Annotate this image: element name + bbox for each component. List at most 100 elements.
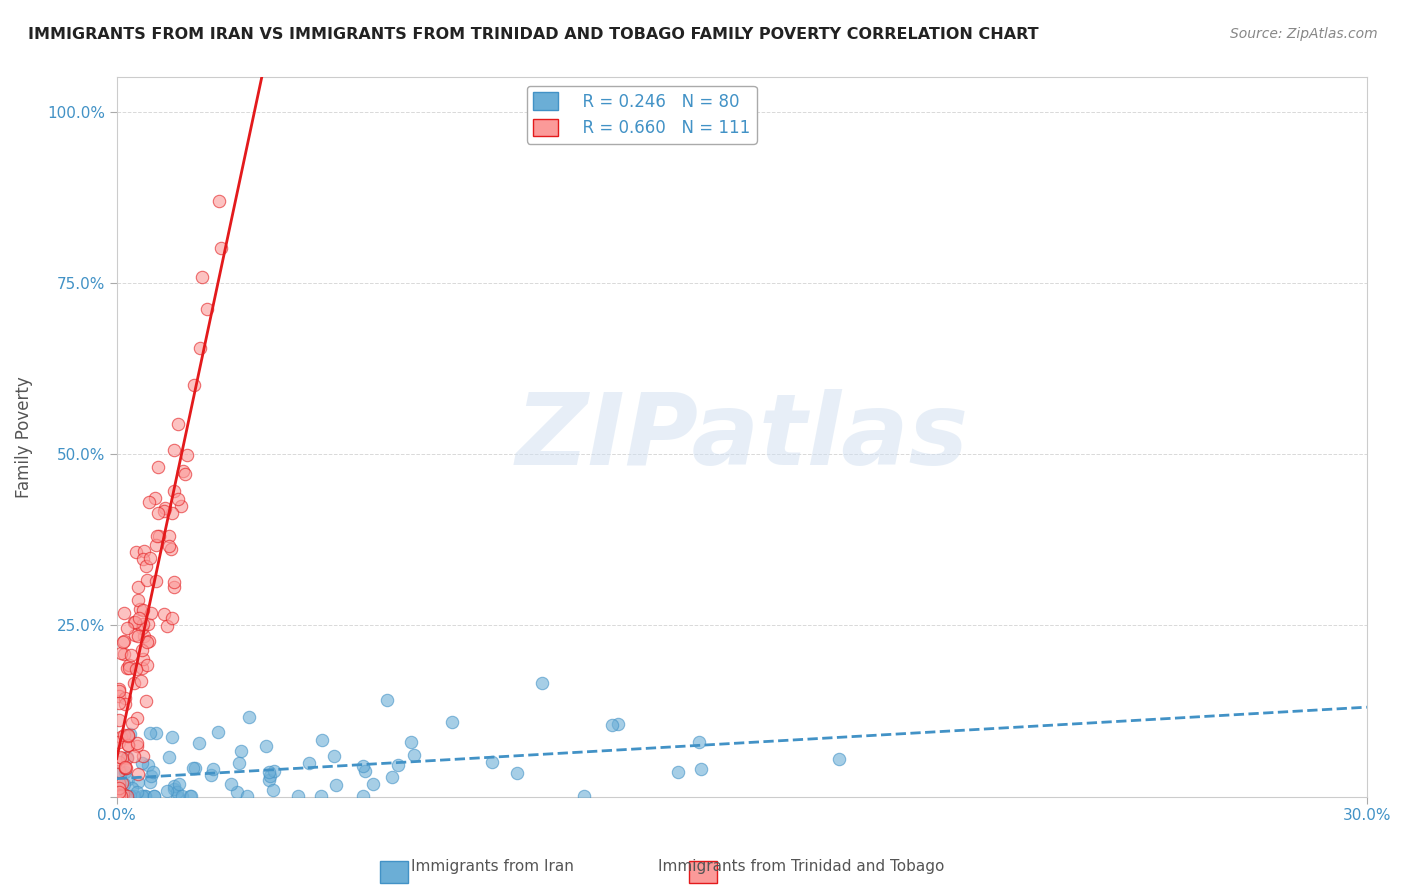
Immigrants from Iran — [481, 755, 503, 769]
Immigrants from Trinidad and Tobago — [172, 464, 194, 478]
Immigrants from Iran — [257, 772, 280, 787]
Immigrants from Iran — [262, 783, 284, 797]
Immigrants from Iran — [127, 774, 149, 789]
Immigrants from Trinidad and Tobago — [117, 738, 139, 752]
Immigrants from Trinidad and Tobago — [163, 483, 186, 498]
Immigrants from Trinidad and Tobago — [188, 341, 211, 355]
Immigrants from Trinidad and Tobago — [107, 690, 129, 704]
Immigrants from Trinidad and Tobago — [115, 761, 138, 775]
Immigrants from Iran — [121, 780, 143, 795]
Immigrants from Trinidad and Tobago — [208, 194, 231, 208]
Immigrants from Iran — [325, 778, 347, 792]
Immigrants from Trinidad and Tobago — [166, 492, 188, 507]
Immigrants from Iran — [142, 764, 165, 779]
Immigrants from Trinidad and Tobago — [108, 775, 131, 789]
Immigrants from Iran — [404, 747, 426, 762]
Immigrants from Iran — [219, 777, 242, 791]
Immigrants from Trinidad and Tobago — [110, 789, 132, 803]
Immigrants from Trinidad and Tobago — [115, 621, 138, 635]
Immigrants from Iran — [117, 772, 139, 787]
Immigrants from Trinidad and Tobago — [107, 755, 129, 769]
Immigrants from Trinidad and Tobago — [107, 684, 129, 698]
Immigrants from Trinidad and Tobago — [131, 617, 153, 632]
Immigrants from Iran — [828, 752, 851, 766]
Immigrants from Iran — [238, 710, 260, 724]
Immigrants from Trinidad and Tobago — [120, 648, 142, 662]
Immigrants from Iran — [607, 717, 630, 731]
Immigrants from Trinidad and Tobago — [167, 417, 190, 431]
Immigrants from Trinidad and Tobago — [117, 750, 139, 764]
Immigrants from Trinidad and Tobago — [112, 634, 135, 648]
Immigrants from Trinidad and Tobago — [108, 682, 131, 697]
Immigrants from Trinidad and Tobago — [108, 764, 131, 778]
Immigrants from Iran — [136, 758, 159, 772]
Immigrants from Trinidad and Tobago — [110, 647, 132, 661]
Immigrants from Trinidad and Tobago — [115, 660, 138, 674]
Immigrants from Iran — [689, 762, 711, 776]
Immigrants from Trinidad and Tobago — [160, 611, 183, 625]
Immigrants from Trinidad and Tobago — [114, 690, 136, 705]
Immigrants from Iran — [181, 761, 204, 775]
Immigrants from Trinidad and Tobago — [108, 713, 131, 727]
Immigrants from Iran — [167, 777, 190, 791]
Immigrants from Iran — [187, 736, 209, 750]
Legend:   R = 0.246   N = 80,   R = 0.660   N = 111: R = 0.246 N = 80, R = 0.660 N = 111 — [527, 86, 756, 144]
Immigrants from Trinidad and Tobago — [125, 661, 148, 675]
Immigrants from Trinidad and Tobago — [195, 301, 218, 316]
Immigrants from Iran — [163, 781, 186, 796]
Immigrants from Trinidad and Tobago — [163, 575, 186, 590]
Immigrants from Iran — [207, 724, 229, 739]
Immigrants from Trinidad and Tobago — [122, 615, 145, 630]
Immigrants from Iran — [127, 785, 149, 799]
Immigrants from Trinidad and Tobago — [143, 491, 166, 506]
Immigrants from Trinidad and Tobago — [136, 616, 159, 631]
Immigrants from Trinidad and Tobago — [127, 593, 149, 607]
Immigrants from Trinidad and Tobago — [122, 748, 145, 763]
Immigrants from Iran — [254, 739, 277, 753]
Immigrants from Iran — [263, 764, 285, 778]
Text: Source: ZipAtlas.com: Source: ZipAtlas.com — [1230, 27, 1378, 41]
Immigrants from Trinidad and Tobago — [153, 607, 176, 621]
Immigrants from Trinidad and Tobago — [132, 552, 155, 566]
Immigrants from Trinidad and Tobago — [135, 694, 157, 708]
Immigrants from Iran — [352, 789, 374, 803]
Immigrants from Trinidad and Tobago — [190, 270, 212, 285]
Immigrants from Iran — [122, 789, 145, 803]
Immigrants from Trinidad and Tobago — [131, 661, 153, 675]
Immigrants from Trinidad and Tobago — [183, 378, 205, 392]
Immigrants from Iran — [602, 717, 624, 731]
Immigrants from Trinidad and Tobago — [127, 629, 149, 643]
Immigrants from Trinidad and Tobago — [121, 715, 143, 730]
Immigrants from Iran — [110, 789, 132, 803]
Immigrants from Iran — [668, 765, 690, 780]
Immigrants from Trinidad and Tobago — [145, 574, 167, 588]
Immigrants from Trinidad and Tobago — [124, 545, 146, 559]
Immigrants from Trinidad and Tobago — [162, 580, 184, 594]
Immigrants from Trinidad and Tobago — [135, 635, 157, 649]
Immigrants from Iran — [298, 756, 321, 770]
Immigrants from Trinidad and Tobago — [136, 573, 159, 587]
Immigrants from Trinidad and Tobago — [125, 736, 148, 750]
Immigrants from Iran — [184, 761, 207, 775]
Immigrants from Iran — [309, 789, 332, 803]
Immigrants from Trinidad and Tobago — [125, 711, 148, 725]
Immigrants from Trinidad and Tobago — [176, 448, 198, 462]
Immigrants from Iran — [155, 783, 177, 797]
Text: ZIPatlas: ZIPatlas — [515, 389, 969, 485]
Immigrants from Trinidad and Tobago — [122, 676, 145, 690]
Immigrants from Iran — [352, 758, 374, 772]
Text: Immigrants from Iran: Immigrants from Iran — [411, 859, 574, 874]
Immigrants from Iran — [180, 789, 202, 803]
Immigrants from Iran — [688, 734, 710, 748]
Immigrants from Trinidad and Tobago — [111, 776, 134, 790]
Immigrants from Iran — [114, 765, 136, 780]
Immigrants from Iran — [159, 749, 181, 764]
Immigrants from Iran — [354, 764, 377, 778]
Immigrants from Iran — [228, 756, 250, 771]
Immigrants from Iran — [257, 765, 280, 780]
Immigrants from Iran — [229, 743, 252, 757]
Immigrants from Iran — [506, 766, 529, 780]
Immigrants from Iran — [134, 789, 156, 803]
Immigrants from Trinidad and Tobago — [170, 499, 193, 513]
Immigrants from Iran — [131, 756, 153, 771]
